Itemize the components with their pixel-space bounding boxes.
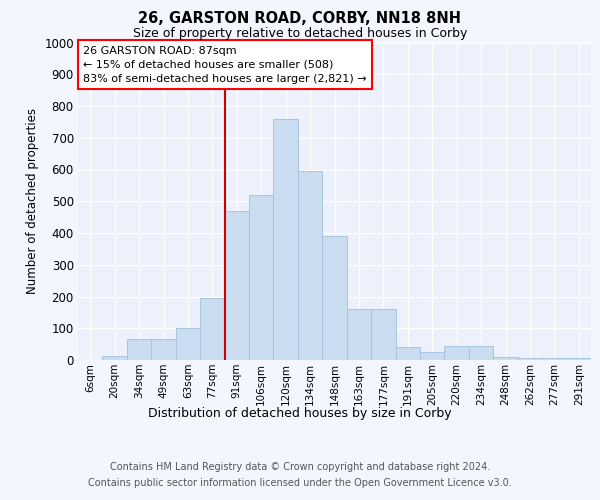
Bar <box>322 236 347 360</box>
Text: Contains public sector information licensed under the Open Government Licence v3: Contains public sector information licen… <box>88 478 512 488</box>
Bar <box>445 346 469 360</box>
Bar <box>249 195 274 360</box>
Bar <box>542 358 566 360</box>
Bar <box>127 340 151 360</box>
Bar <box>347 309 371 360</box>
Text: Size of property relative to detached houses in Corby: Size of property relative to detached ho… <box>133 28 467 40</box>
Bar <box>395 348 420 360</box>
Bar <box>151 340 176 360</box>
Bar <box>298 171 322 360</box>
Text: 26 GARSTON ROAD: 87sqm
← 15% of detached houses are smaller (508)
83% of semi-de: 26 GARSTON ROAD: 87sqm ← 15% of detached… <box>83 46 367 84</box>
Bar <box>566 358 591 360</box>
Bar <box>176 328 200 360</box>
Bar <box>224 211 249 360</box>
Text: 26, GARSTON ROAD, CORBY, NN18 8NH: 26, GARSTON ROAD, CORBY, NN18 8NH <box>139 11 461 26</box>
Bar <box>200 298 224 360</box>
Text: Contains HM Land Registry data © Crown copyright and database right 2024.: Contains HM Land Registry data © Crown c… <box>110 462 490 472</box>
Y-axis label: Number of detached properties: Number of detached properties <box>26 108 38 294</box>
Bar <box>469 346 493 360</box>
Text: Distribution of detached houses by size in Corby: Distribution of detached houses by size … <box>148 408 452 420</box>
Bar <box>274 118 298 360</box>
Bar <box>493 357 518 360</box>
Bar <box>371 309 395 360</box>
Bar <box>103 356 127 360</box>
Bar <box>420 352 445 360</box>
Bar <box>518 358 542 360</box>
